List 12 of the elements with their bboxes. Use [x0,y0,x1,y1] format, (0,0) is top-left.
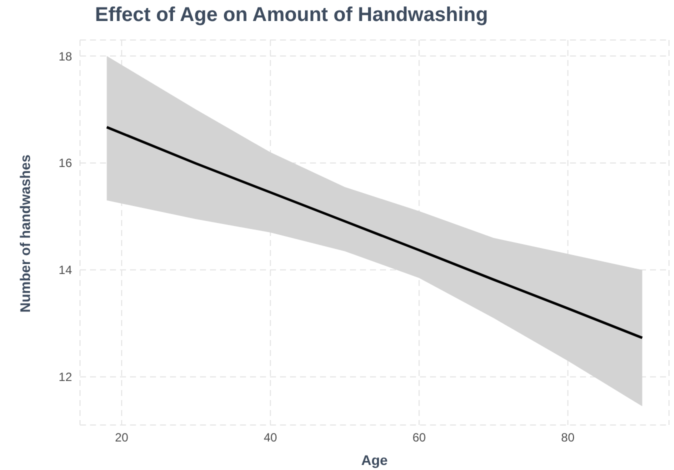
x-tick-label: 20 [114,430,129,445]
line-series [106,126,644,340]
y-tick-label: 12 [58,370,72,384]
chart-title: Effect of Age on Amount of Handwashing [95,4,488,27]
y-tick-label: 16 [58,156,72,170]
y-tick-label: 14 [58,263,72,278]
x-tick-label: 40 [264,430,278,445]
x-tick-label: 80 [561,430,575,445]
y-tick-label: 18 [58,49,72,64]
x-tick-label: 60 [412,430,426,445]
x-axis-title: Age [361,452,388,468]
y-axis-title: Number of handwashes [16,154,33,312]
